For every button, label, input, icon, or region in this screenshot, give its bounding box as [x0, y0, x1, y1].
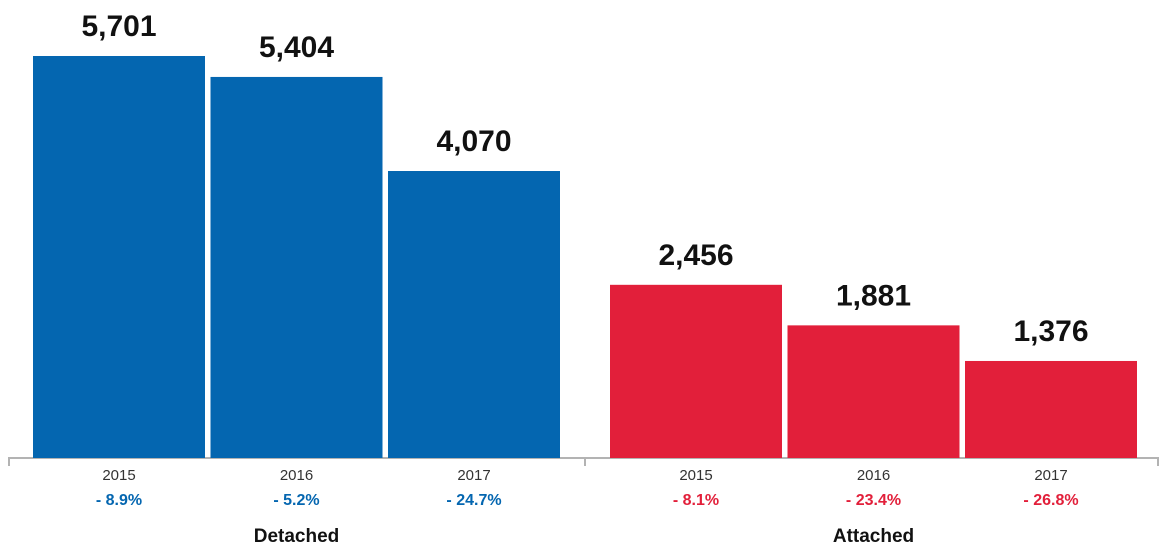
x-tick-label: 2016 — [857, 467, 890, 484]
bar-detached-2015 — [33, 56, 205, 458]
percent-change-label: - 8.1% — [673, 492, 719, 509]
x-tick-label: 2015 — [679, 467, 712, 484]
bar-attached-2016 — [787, 325, 960, 458]
x-tick-label: 2015 — [102, 467, 135, 484]
data-label: 1,881 — [836, 279, 911, 312]
percent-change-label: - 8.9% — [96, 492, 142, 509]
bar-detached-2017 — [388, 171, 560, 458]
percent-change-label: - 26.8% — [1023, 492, 1078, 509]
bar-attached-2015 — [610, 284, 782, 458]
x-tick-label: 2017 — [1034, 467, 1067, 484]
group-label-attached: Attached — [833, 526, 914, 547]
data-label: 4,070 — [436, 125, 511, 158]
bar-detached-2016 — [210, 76, 383, 459]
bar-attached-2017 — [965, 360, 1137, 458]
percent-change-label: - 24.7% — [446, 492, 501, 509]
data-label: 1,376 — [1013, 315, 1088, 348]
x-tick-label: 2017 — [457, 467, 490, 484]
percent-change-label: - 5.2% — [273, 492, 319, 509]
x-tick-label: 2016 — [280, 467, 313, 484]
data-label: 5,404 — [259, 31, 334, 64]
percent-change-label: - 23.4% — [846, 492, 901, 509]
group-label-detached: Detached — [254, 526, 340, 547]
data-label: 2,456 — [658, 239, 733, 272]
data-label: 5,701 — [81, 10, 156, 43]
